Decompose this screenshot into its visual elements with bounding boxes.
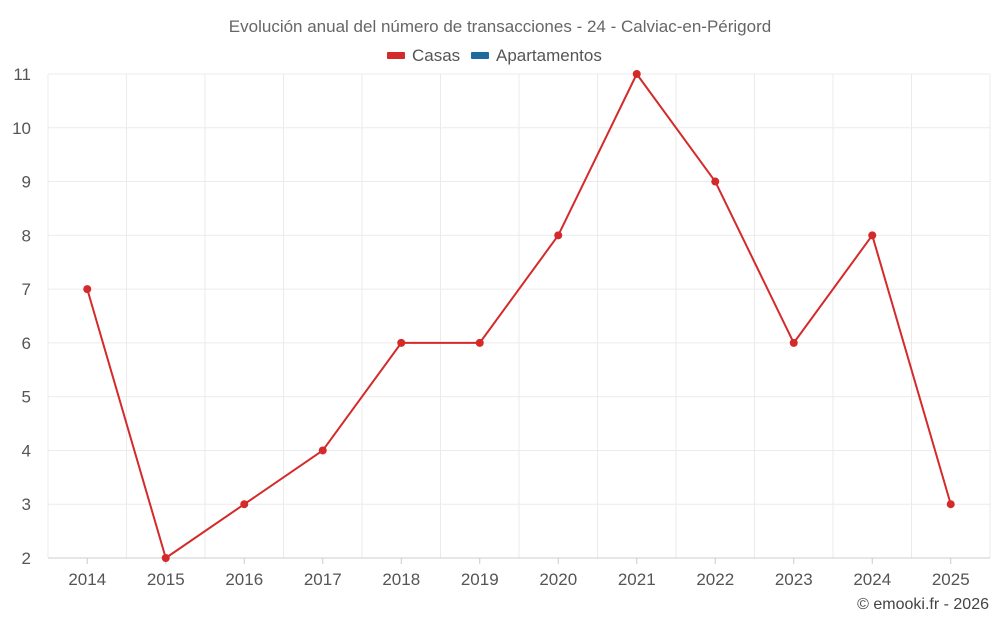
y-tick-label: 2: [22, 549, 31, 568]
y-tick-label: 8: [22, 226, 31, 245]
x-tick-label: 2018: [382, 570, 420, 589]
x-axis-ticks: 2014 2015 2016 2017 2018 2019 2020 2021 2022 2023…: [68, 558, 970, 589]
y-tick-label: 3: [22, 495, 31, 514]
data-point-casas-2020[interactable]: [554, 231, 563, 240]
x-tick-label: 2017: [304, 570, 342, 589]
legend-item-apartamentos[interactable]: Apartamentos: [471, 46, 602, 65]
x-tick-label: 2022: [696, 570, 734, 589]
x-tick-label: 2021: [618, 570, 656, 589]
legend-swatch-casas: [387, 52, 405, 59]
data-point-casas-2024[interactable]: [868, 231, 877, 240]
legend-item-casas[interactable]: Casas: [387, 46, 460, 65]
data-point-casas-2022[interactable]: [711, 177, 720, 186]
y-tick-label: 6: [22, 334, 31, 353]
data-point-casas-2018[interactable]: [397, 338, 406, 347]
data-point-casas-2016[interactable]: [240, 500, 249, 509]
legend-label-casas: Casas: [412, 46, 460, 65]
y-tick-label: 10: [12, 119, 31, 138]
x-tick-label: 2025: [932, 570, 970, 589]
credit: © emooki.fr - 2026: [857, 596, 989, 613]
x-tick-label: 2020: [539, 570, 577, 589]
legend: Casas Apartamentos: [387, 46, 602, 65]
series-line-casas: [86, 73, 952, 559]
y-tick-label: 11: [13, 65, 31, 84]
x-tick-label: 2019: [461, 570, 499, 589]
data-point-casas-2025[interactable]: [946, 500, 955, 509]
y-tick-label: 4: [22, 441, 31, 460]
y-axis-ticks: 2 3 4 5 6 7 8 9 10 11: [12, 65, 31, 568]
y-tick-label: 5: [22, 388, 31, 407]
legend-swatch-apartamentos: [471, 52, 489, 59]
x-tick-label: 2014: [68, 570, 106, 589]
x-tick-label: 2024: [853, 570, 891, 589]
x-tick-label: 2016: [225, 570, 263, 589]
y-tick-label: 7: [22, 280, 31, 299]
chart-title: Evolución anual del número de transaccio…: [229, 17, 771, 36]
y-tick-label: 9: [22, 173, 31, 192]
data-point-casas-2014[interactable]: [83, 285, 92, 294]
data-point-casas-2017[interactable]: [318, 446, 327, 455]
legend-label-apartamentos: Apartamentos: [496, 46, 602, 65]
x-grid: [47, 74, 991, 558]
x-tick-label: 2023: [775, 570, 813, 589]
data-point-casas-2021[interactable]: [632, 70, 641, 78]
data-point-casas-2019[interactable]: [475, 338, 484, 347]
x-tick-label: 2015: [147, 570, 185, 589]
data-point-casas-2015[interactable]: [161, 554, 170, 562]
series-group: [83, 70, 955, 562]
data-point-casas-2023[interactable]: [789, 338, 798, 347]
